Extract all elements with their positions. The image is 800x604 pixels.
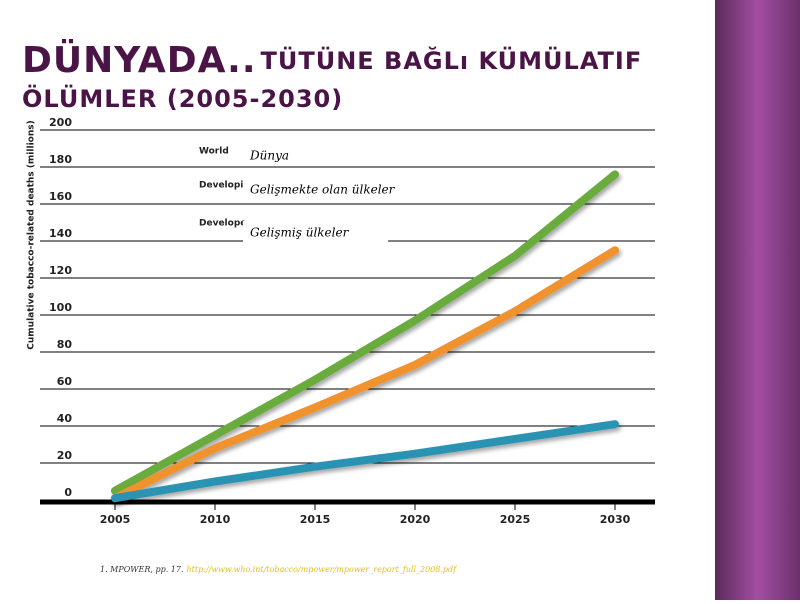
y-tick-label: 40 xyxy=(57,412,73,425)
y-tick-label: 80 xyxy=(57,338,73,351)
x-tick-label: 2015 xyxy=(300,513,331,526)
y-axis-label: Cumulative tobacco-related deaths (milli… xyxy=(27,120,37,349)
title-rest: TÜTÜNE BAĞLı KÜMÜLATIF xyxy=(261,45,643,75)
y-tick-label: 200 xyxy=(49,116,72,129)
legend-mask xyxy=(243,143,328,165)
side-band xyxy=(715,0,800,600)
y-tick-label: 100 xyxy=(49,301,72,314)
footnote-link[interactable]: http://www.who.int/tobacco/mpower/mpower… xyxy=(187,565,459,574)
footnote: 1. MPOWER, pp. 17. http://www.who.int/tob… xyxy=(100,565,458,574)
title-main: DÜNYADA.. xyxy=(22,39,257,81)
y-tick-label: 20 xyxy=(57,449,73,462)
series-line xyxy=(111,420,619,503)
x-tick-label: 2005 xyxy=(100,513,131,526)
series-line xyxy=(111,170,619,495)
series-line xyxy=(111,246,619,503)
x-tick-label: 2010 xyxy=(200,513,231,526)
y-tick-label: 60 xyxy=(57,375,73,388)
y-tick-label: 160 xyxy=(49,190,72,203)
x-tick-label: 2030 xyxy=(600,513,631,526)
x-tick-label: 2020 xyxy=(400,513,431,526)
legend-source-label: Developi xyxy=(199,181,243,191)
plot: 0 20 40 60 80 100 120 140 160 180 200 2005 2010 2015 2… xyxy=(40,116,655,526)
legend-label: Dünya xyxy=(249,149,289,163)
title-line2: ÖLÜMLER (2005-2030) xyxy=(22,83,343,113)
legend-source-label: World xyxy=(199,147,229,157)
y-tick-label: 180 xyxy=(49,153,72,166)
y-tick-label: 0 xyxy=(64,486,72,499)
legend-label: Gelişmiş ülkeler xyxy=(250,226,350,240)
footnote-text: 1. MPOWER, pp. 17. xyxy=(100,565,184,574)
y-tick-label: 140 xyxy=(49,227,72,240)
legend-source-label: Develope xyxy=(199,219,246,229)
x-tick-label: 2025 xyxy=(500,513,531,526)
y-tick-label: 120 xyxy=(49,264,72,277)
legend-mask xyxy=(243,177,388,199)
title: DÜNYADA.. TÜTÜNE BAĞLı KÜMÜLATIF xyxy=(22,39,642,81)
legend-mask xyxy=(243,221,388,243)
legend-label: Gelişmekte olan ülkeler xyxy=(250,183,396,197)
